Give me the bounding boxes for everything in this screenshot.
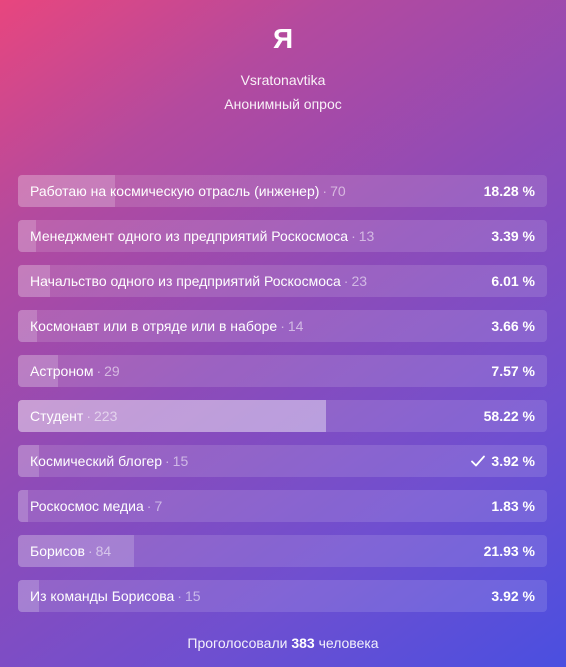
poll-option-label: Роскосмос медиа · 7: [30, 490, 162, 522]
poll-option-fill: [18, 175, 115, 207]
poll-option-count: 14: [287, 318, 304, 334]
poll-option-result: 7.57 %: [491, 355, 535, 387]
poll-option[interactable]: Работаю на космическую отрасль (инженер)…: [18, 175, 547, 207]
poll-option-result: 3.92 %: [491, 580, 535, 612]
poll-option-separator: ·: [87, 543, 93, 559]
vote-total-suffix: человека: [318, 635, 379, 651]
poll-option-fill: [18, 445, 39, 477]
poll-option-separator: ·: [322, 183, 328, 199]
vote-total: Проголосовали 383 человека: [0, 634, 566, 652]
poll-option-fill: [18, 490, 28, 522]
poll-option-label: Начальство одного из предприятий Роскосм…: [30, 265, 367, 297]
poll-option-text: Борисов: [30, 543, 85, 559]
poll-option-text: Студент: [30, 408, 84, 424]
checkmark-icon: [471, 455, 486, 467]
poll-option-text: Роскосмос медиа: [30, 498, 144, 514]
poll-option-result: 18.28 %: [484, 175, 535, 207]
poll-option[interactable]: Астроном · 29 7.57 %: [18, 355, 547, 387]
poll-option[interactable]: Космонавт или в отряде или в наборе · 14 3.…: [18, 310, 547, 342]
poll-option-result: 21.93 %: [484, 535, 535, 567]
poll-option-result: 1.83 %: [491, 490, 535, 522]
poll-option[interactable]: Космический блогер · 15 3.92 %: [18, 445, 547, 477]
poll-option-percent: 7.57 %: [491, 363, 535, 379]
poll-option-percent: 21.93 %: [483, 543, 535, 559]
poll-option-count: 84: [95, 543, 112, 559]
poll-option-percent: 3.66 %: [491, 318, 535, 334]
poll-option-label: Из команды Борисова · 15: [30, 580, 201, 612]
poll-option[interactable]: Начальство одного из предприятий Роскосм…: [18, 265, 547, 297]
poll-option-result: 3.92 %: [471, 445, 535, 477]
poll-option-percent: 3.92 %: [491, 453, 535, 469]
poll-author[interactable]: Vsratonavtika: [240, 72, 326, 88]
poll-option-separator: ·: [351, 228, 356, 244]
poll-option-fill: [18, 265, 50, 297]
poll-option-text: Работаю на космическую отрасль (инженер): [30, 183, 320, 199]
poll-option[interactable]: Из команды Борисова · 15 3.92 %: [18, 580, 547, 612]
poll-options: Работаю на космическую отрасль (инженер)…: [18, 175, 547, 625]
poll-option-label: Студент · 223: [30, 400, 117, 432]
poll-option-label: Космический блогер · 15: [30, 445, 188, 477]
poll-option-percent: 18.28 %: [483, 183, 535, 199]
poll-option-fill: [18, 220, 36, 252]
poll-title: Я: [272, 23, 294, 54]
poll-option-text: Начальство одного из предприятий Роскосм…: [30, 273, 341, 289]
poll-option-count: 223: [94, 408, 118, 424]
vote-total-prefix: Проголосовали: [187, 635, 288, 651]
poll-option-percent: 3.92 %: [491, 588, 535, 604]
poll-option-text: Менеджмент одного из предприятий Роскосм…: [30, 228, 349, 244]
poll-option-label: Менеджмент одного из предприятий Роскосм…: [30, 220, 374, 252]
poll-option-fill: [18, 580, 39, 612]
poll-option-count: 23: [351, 273, 368, 289]
poll-option-separator: ·: [146, 498, 152, 514]
poll-option-count: 15: [172, 453, 189, 469]
poll-option-label: Космонавт или в отряде или в наборе · 14: [30, 310, 303, 342]
poll-option-percent: 3.39 %: [491, 228, 535, 244]
poll-option[interactable]: Борисов · 84 21.93 %: [18, 535, 547, 567]
poll-option-count: 29: [104, 363, 120, 379]
poll-option-result: 6.01 %: [491, 265, 535, 297]
poll-option-separator: ·: [177, 588, 182, 604]
vote-total-count: 383: [291, 635, 315, 651]
poll-option-fill: [18, 355, 59, 387]
poll-option-result: 3.66 %: [491, 310, 535, 342]
poll-option-separator: ·: [86, 408, 91, 424]
poll-option-fill: [18, 310, 38, 342]
poll-option-label: Борисов · 84: [30, 535, 111, 567]
poll-option-count: 13: [358, 228, 375, 244]
poll-option-result: 3.39 %: [491, 220, 535, 252]
poll-option-percent: 58.22 %: [483, 408, 535, 424]
poll-option-label: Астроном · 29: [30, 355, 120, 387]
poll-option-separator: ·: [280, 318, 285, 334]
poll-option-text: Из команды Борисова: [30, 588, 175, 604]
poll-option-fill: [18, 535, 134, 567]
poll-type: Анонимный опрос: [224, 96, 342, 112]
poll-option-percent: 6.01 %: [491, 273, 535, 289]
poll-option-fill: [18, 400, 326, 432]
poll-option-result: 58.22 %: [484, 400, 535, 432]
poll-option-count: 7: [154, 498, 163, 514]
poll-option-text: Астроном: [30, 363, 94, 379]
poll-option-text: Космонавт или в отряде или в наборе: [30, 318, 278, 334]
poll-option-text: Космический блогер: [30, 453, 162, 469]
poll-option-label: Работаю на космическую отрасль (инженер)…: [30, 175, 346, 207]
poll-option-separator: ·: [343, 273, 349, 289]
poll-option[interactable]: Роскосмос медиа · 7 1.83 %: [18, 490, 547, 522]
poll-option-count: 15: [184, 588, 201, 604]
poll-option[interactable]: Студент · 223 58.22 %: [18, 400, 547, 432]
poll-option-separator: ·: [96, 363, 102, 379]
poll-option-percent: 1.83 %: [491, 498, 535, 514]
poll-option-count: 70: [330, 183, 346, 199]
poll-option-separator: ·: [165, 453, 170, 469]
poll-option[interactable]: Менеджмент одного из предприятий Роскосм…: [18, 220, 547, 252]
